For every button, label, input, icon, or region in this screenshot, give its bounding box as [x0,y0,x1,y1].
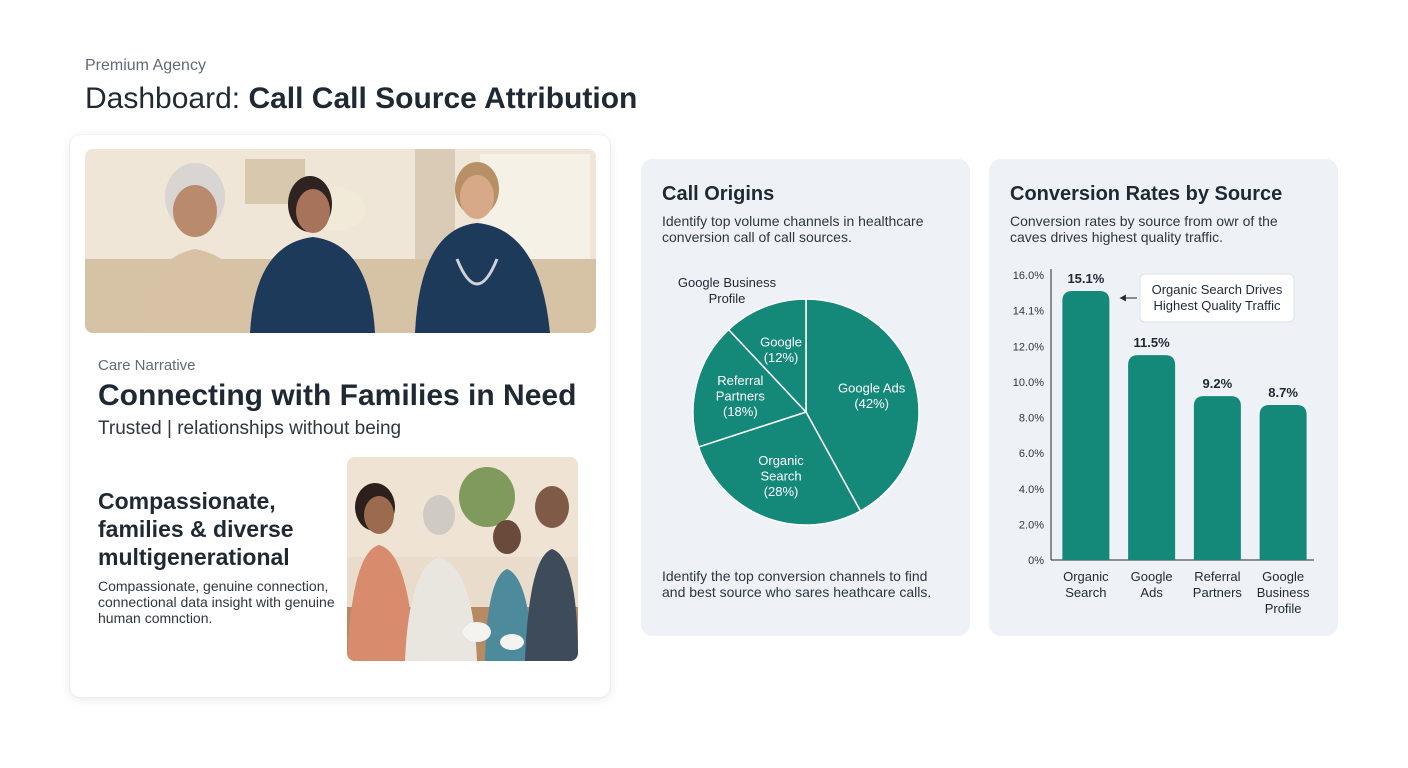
y-tick-label: 16.0% [1013,270,1044,282]
pie-label-google: Google (12%) [760,334,802,365]
x-tick-label: Google Business Profile [1257,569,1310,616]
narrative-title: Connecting with Families in Need [98,379,577,412]
call-origins-description: Identify top volume channels in healthca… [662,213,924,245]
pie-slice-google-ads [805,298,920,513]
page-title-prefix: Dashboard: [85,82,249,115]
x-tick-label: Referral Partners [1193,569,1243,600]
care-narrative-card: Care Narrative Connecting with Families … [70,135,610,697]
y-tick-label: 0% [1028,555,1044,567]
call-origins-pie-chart: Google Ads (42%) Organic Search (28%) Referra… [678,275,920,526]
bar-value-label: 9.2% [1203,376,1233,391]
bar-value-label: 8.7% [1268,385,1298,400]
call-origins-footer: Identify the top conversion channels to … [662,568,932,600]
compassion-body: Compassionate, genuine connection, conne… [98,578,335,626]
conversion-rates-title: Conversion Rates by Source [1010,183,1283,205]
pie-label-google-ads: Google Ads (42%) [838,381,906,412]
conversion-rates-panel: Conversion Rates by Source Conversion ra… [989,159,1338,636]
agency-label: Premium Agency [85,57,206,74]
pie-slice-referral-partners [692,328,808,448]
bar-value-label: 11.5% [1134,335,1171,350]
pie-slice-google [727,298,807,414]
narrative-eyebrow: Care Narrative [98,357,196,374]
page-title-bold: Call Call Source Attribution [248,82,638,115]
conversion-rates-description: Conversion rates by source from owr of t… [1010,213,1278,245]
pie-label-organic-search: Organic Search (28%) [758,453,804,499]
caregivers-photo [85,149,596,333]
annotation-arrowhead [1119,294,1126,302]
pie-callout-label: Google Business Profile [678,275,777,306]
pie-slice-organic-search [697,411,862,526]
y-tick-label: 6.0% [1019,448,1044,460]
annotation-text: Organic Search Drives Highest Quality Tra… [1152,282,1283,313]
y-tick-label: 4.0% [1019,484,1044,496]
bar-google-ads [1128,355,1176,560]
bar-value-label: 15.1% [1067,271,1104,286]
y-tick-label: 8.0% [1019,413,1044,425]
bar-google-business-profile [1259,405,1307,560]
y-tick-label: 14.1% [1013,306,1044,318]
bar-organic-search [1062,291,1110,560]
bar-referral-partners [1193,396,1241,560]
y-tick-label: 10.0% [1013,377,1044,389]
pie-label-referral-partners: Referral Partners (18%) [716,373,766,419]
conversion-rates-bar-chart: 0% 2.0% 4.0% 6.0% 8.0% 10.0% 12.0% 14.1% 16.0% 15… [1013,269,1314,616]
x-tick-label: Google Ads [1131,569,1173,600]
page-title: Dashboard: Call Call Source Attribution [85,82,637,116]
y-tick-label: 12.0% [1013,341,1044,353]
call-origins-panel: Call Origins Identify top volume channel… [641,159,970,636]
narrative-subtitle: Trusted | relationships without being [98,418,402,439]
call-origins-title: Call Origins [662,183,775,205]
annotation-box [1139,273,1295,323]
x-tick-label: Organic Search [1063,569,1109,600]
y-tick-label: 2.0% [1019,519,1044,531]
family-photo [347,457,578,661]
compassion-title: Compassionate, families & diverse multig… [98,488,294,570]
